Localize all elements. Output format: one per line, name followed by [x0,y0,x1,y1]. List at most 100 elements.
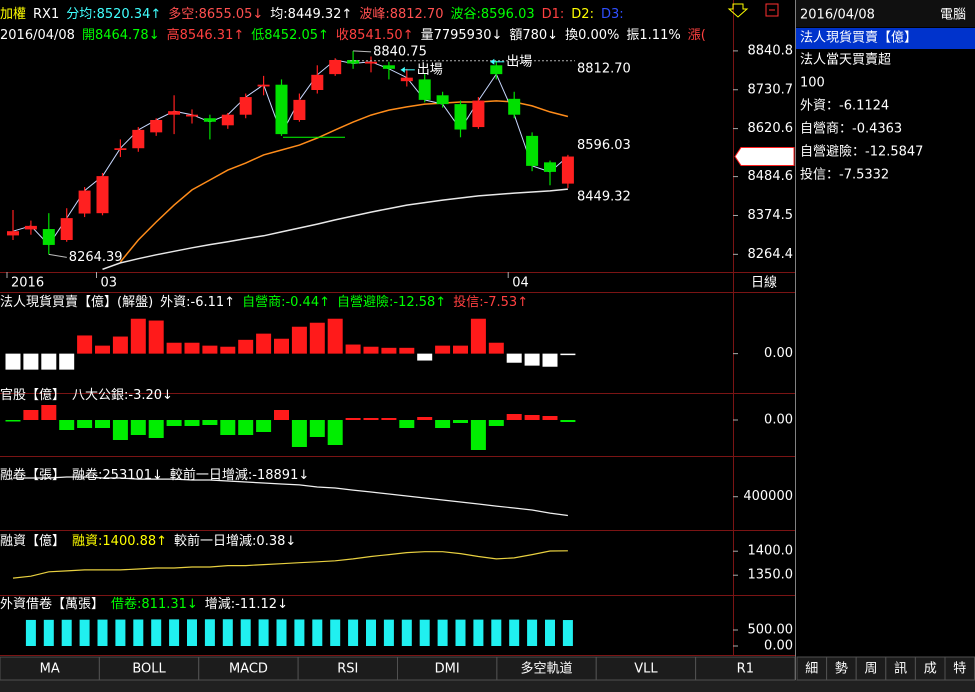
bar [43,619,54,646]
bar [453,345,468,354]
bar [542,353,558,367]
panel-title-part: 外資借卷【萬張】 [0,596,104,612]
candle-body [293,99,306,120]
annotation-label: 8264.39 [69,250,123,265]
bar [470,318,486,354]
bar [95,420,110,428]
panel-title: 融資【億】 融資:1400.88↑ 較前一日增減:0.38↓ [0,533,296,549]
bar [399,347,415,354]
header-line-part: 多空:8655.05↓ [168,6,263,22]
tab-label[interactable]: DMI [435,662,460,677]
panel-title: 法人現貨買賣【億】(解盤) 外資:-6.11↑ 自營商:-0.44↑ 自營避險:-12… [0,294,528,310]
tab-label[interactable]: BOLL [132,662,166,677]
bar [327,318,343,354]
candle-body [132,129,145,149]
bar [560,353,576,356]
bar [148,320,164,354]
panel-title-part: 融卷【張】 [0,467,65,483]
last-price-label: 8541.5 [747,149,793,164]
y-tick-label: 8730.7 [748,82,794,97]
candle-body [347,60,360,64]
header-line-part: 額780↓ [509,28,558,43]
annotation-label: 8449.32 [577,190,631,205]
tab-label[interactable]: 多空軌道 [521,661,573,677]
tab-label[interactable]: MA [40,662,60,677]
candle-body [400,77,413,82]
bar [184,342,200,354]
header-line-part: 量7795930↓ [421,28,503,43]
candle-body [78,190,91,214]
bar [309,322,325,354]
candle-body [150,120,163,133]
window-icon[interactable] [765,3,779,17]
tab-label[interactable]: R1 [737,662,754,677]
candle-body [275,84,288,135]
bar [41,353,57,370]
y-tick-label: 400000 [743,489,793,504]
panel-title-part: 八大公銀:-3.20↓ [72,388,173,403]
tab[interactable] [695,656,796,681]
info-selected-bg[interactable] [796,28,975,49]
bar [77,335,93,354]
panel-title-part: 增減:-11.12↓ [205,596,288,612]
candle-body [329,60,342,75]
tab-label[interactable]: RSI [337,662,358,677]
bar [238,420,254,435]
header-line: 加權 RX1 分均:8520.34↑ 多空:8655.05↓ 均:8449.32↑ 波峰:… [0,6,624,22]
bar [274,410,289,420]
bar [506,353,522,363]
header-line-part: 振1.11% [626,28,680,43]
side-tab-label[interactable]: 訊 [894,662,907,677]
bar [151,619,162,646]
bar [204,619,215,646]
bar [291,420,307,447]
bar [274,338,289,354]
bar [345,418,361,420]
toolbar-icons [727,3,779,18]
panel-title-part: 融卷:253101↓ [72,467,163,483]
panel-title-part: 較前一日增減:-18891↓ [170,467,309,483]
side-tab-label[interactable]: 特 [953,662,966,677]
info-selected[interactable]: 法人現貨買賣【億】 [800,30,917,46]
bar [401,619,412,646]
panel-title: 官股【億】 八大公銀:-3.20↓ [0,387,173,403]
candle-body [96,176,109,214]
header-line-part: 低8452.05↑ [251,28,329,43]
indicator-line [12,550,568,579]
bar [222,619,233,646]
header-line-part: 漲( [688,28,706,43]
tab-label[interactable]: VLL [634,662,658,677]
y-tick-label: 0.00 [764,346,793,361]
side-tab-label[interactable]: 成 [924,662,937,677]
header-line-part: 均:8449.32↑ [270,7,352,22]
tab-label[interactable]: MACD [229,662,268,677]
candle-body [454,104,467,130]
candle-body [365,61,377,64]
bar [240,619,251,646]
exit-arrow-head [490,58,495,65]
moving-average [119,100,569,263]
panel-title-part: 法人現貨買賣【億】(解盤) [0,294,153,310]
bar [256,420,272,432]
bar [562,620,573,646]
annotation-label: 8840.75 [373,44,427,59]
bar [112,336,128,354]
bar [77,420,93,428]
download-icon[interactable] [727,3,749,18]
side-tab-label[interactable]: 周 [864,662,877,677]
bar [95,345,110,354]
bar [509,619,520,646]
side-tab-label[interactable]: 勢 [835,662,848,677]
candle-body [257,84,270,87]
y-tick-label: 8840.8 [748,43,794,58]
bar [220,420,236,435]
last-price-box [734,147,795,167]
bar [506,414,522,420]
candle-body [382,65,395,69]
bar [330,619,341,646]
side-tab-label[interactable]: 細 [805,662,818,677]
bar [5,353,21,370]
panel-title-part: 外資:-6.11↑ [160,295,235,310]
y-tick-label: 8620.6 [748,121,794,136]
